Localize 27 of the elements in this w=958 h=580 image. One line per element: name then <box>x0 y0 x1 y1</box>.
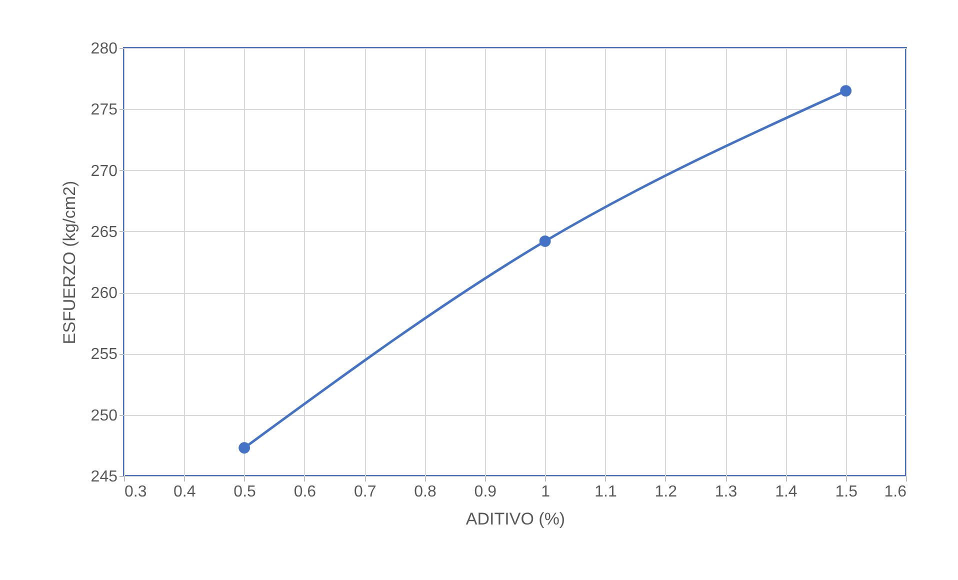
x-tick-label: 1.1 <box>594 484 617 500</box>
x-tick-label: 0.6 <box>294 484 316 500</box>
point <box>539 236 551 247</box>
x-tick-label: 0.8 <box>414 484 436 500</box>
x-tick-label: 0.5 <box>234 484 256 500</box>
y-tick-label: 255 <box>90 346 118 364</box>
x-tick-label: 1 <box>541 484 550 500</box>
y-tick-label: 260 <box>90 285 118 302</box>
x-tick-label: 1.6 <box>884 484 907 500</box>
y-tick-label: 270 <box>90 162 118 180</box>
y-tick-label: 275 <box>90 102 118 119</box>
x-tick-label: 0.4 <box>174 484 196 500</box>
x-tick-label: 1.2 <box>654 484 678 500</box>
x-tick-label: 1.3 <box>714 484 738 500</box>
x-tick-label: 0.3 <box>124 484 147 500</box>
y-tick-label: 265 <box>90 224 118 241</box>
x-tick-label: 1.4 <box>775 484 798 500</box>
y-tick-label: 280 <box>90 40 118 58</box>
y-axis-title: ESFUERZO (kg/cm2) <box>60 180 79 344</box>
x-tick-label: 1.5 <box>835 484 858 500</box>
y-tick-label: 250 <box>90 407 118 424</box>
point <box>840 85 852 96</box>
x-tick-label: 0.7 <box>354 484 376 500</box>
point <box>238 442 250 454</box>
x-axis-title: ADITIVO (%) <box>466 510 566 528</box>
x-tick-label: 0.9 <box>474 484 497 500</box>
y-tick-label: 245 <box>90 468 118 486</box>
